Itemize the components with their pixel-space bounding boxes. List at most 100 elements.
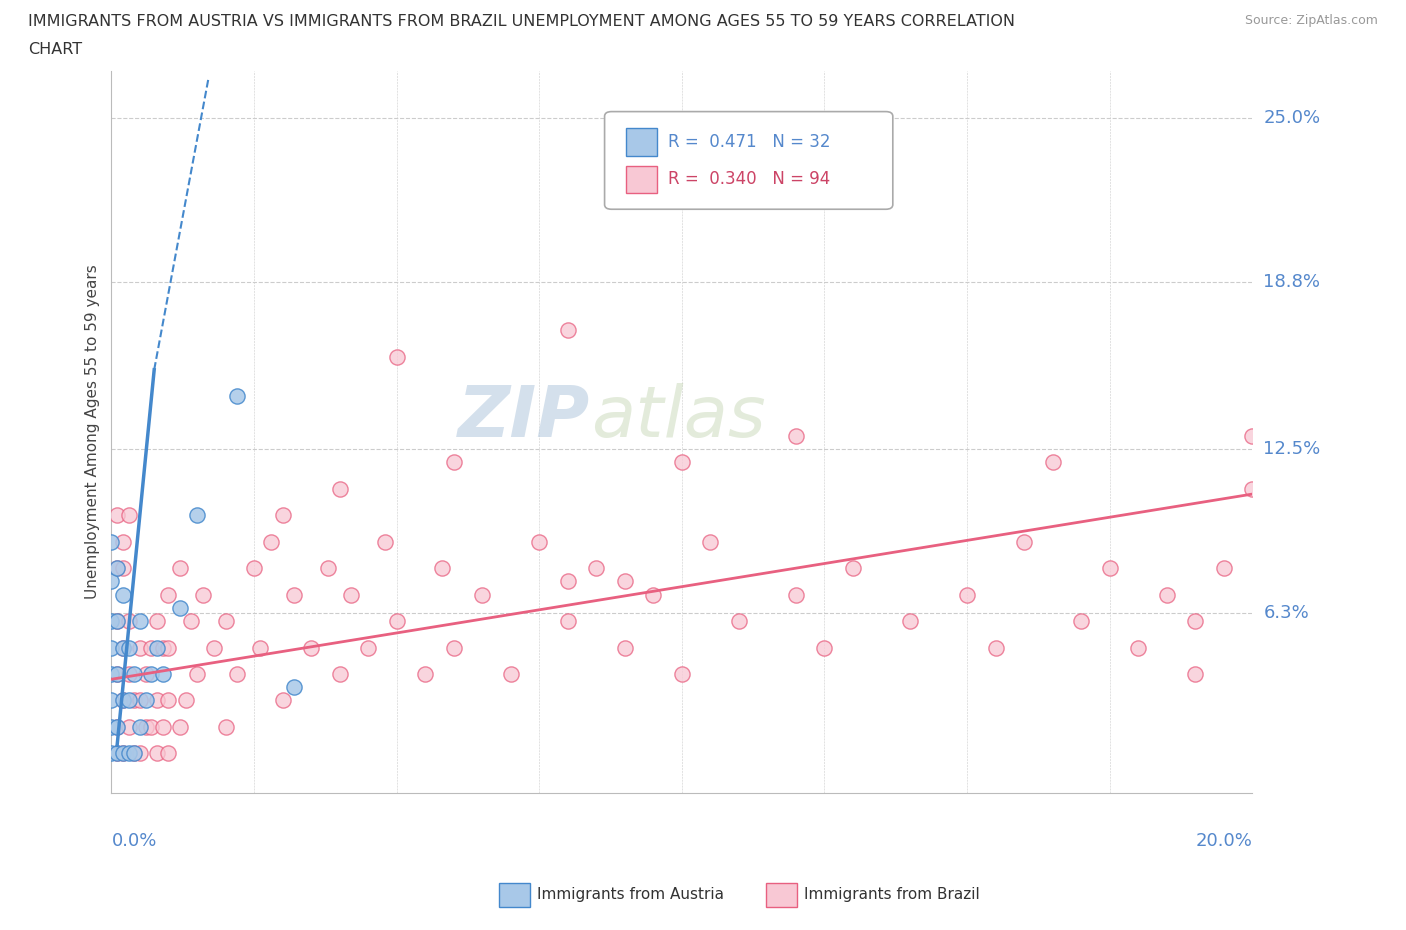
Text: 18.8%: 18.8% <box>1264 273 1320 291</box>
Text: 20.0%: 20.0% <box>1195 832 1253 850</box>
Point <box>157 587 180 602</box>
Point <box>1184 667 1206 682</box>
Point <box>385 614 408 629</box>
Point <box>186 667 208 682</box>
Point <box>984 640 1007 655</box>
Point <box>340 587 363 602</box>
Point <box>329 482 352 497</box>
Point <box>111 746 134 761</box>
Point <box>146 746 169 761</box>
Point <box>111 640 134 655</box>
Point <box>157 640 180 655</box>
Point <box>135 667 157 682</box>
Point <box>283 587 305 602</box>
Point <box>1042 455 1064 470</box>
Point <box>432 561 454 576</box>
Point <box>671 667 693 682</box>
Point <box>111 693 134 708</box>
Point <box>271 693 294 708</box>
Point <box>1098 561 1121 576</box>
Point <box>157 693 180 708</box>
Point <box>613 640 636 655</box>
Point <box>146 693 169 708</box>
Point <box>357 640 380 655</box>
Point <box>385 349 408 364</box>
Text: Immigrants from Austria: Immigrants from Austria <box>537 887 724 902</box>
Point <box>117 720 139 735</box>
Point <box>105 667 128 682</box>
Point <box>174 693 197 708</box>
Point <box>111 534 134 549</box>
Point <box>186 508 208 523</box>
Point <box>117 614 139 629</box>
Point <box>111 640 134 655</box>
Point <box>129 746 152 761</box>
Point <box>557 614 579 629</box>
Point <box>842 561 865 576</box>
Point <box>249 640 271 655</box>
Point <box>152 720 174 735</box>
Point <box>1012 534 1035 549</box>
Point <box>214 614 236 629</box>
Point <box>226 389 249 404</box>
Point <box>585 561 607 576</box>
Point <box>157 746 180 761</box>
Point <box>271 508 294 523</box>
Point <box>100 667 122 682</box>
Point <box>105 746 128 761</box>
Point <box>226 667 249 682</box>
Point <box>956 587 979 602</box>
Text: 6.3%: 6.3% <box>1264 604 1309 622</box>
Point <box>122 693 145 708</box>
Point <box>169 561 191 576</box>
Text: Source: ZipAtlas.com: Source: ZipAtlas.com <box>1244 14 1378 27</box>
Point <box>135 693 157 708</box>
Point <box>202 640 225 655</box>
Text: Immigrants from Brazil: Immigrants from Brazil <box>804 887 980 902</box>
Point <box>443 640 465 655</box>
Point <box>1241 482 1264 497</box>
Point <box>117 746 139 761</box>
Point <box>100 640 122 655</box>
Point <box>728 614 751 629</box>
Point <box>105 614 128 629</box>
Text: 25.0%: 25.0% <box>1264 110 1320 127</box>
Text: 0.0%: 0.0% <box>111 832 157 850</box>
Text: 12.5%: 12.5% <box>1264 440 1320 458</box>
Point <box>111 746 134 761</box>
Point <box>1184 614 1206 629</box>
Text: ZIP: ZIP <box>458 383 591 452</box>
Point <box>117 640 139 655</box>
Point <box>499 667 522 682</box>
Point <box>699 534 721 549</box>
Text: atlas: atlas <box>591 383 765 452</box>
Point <box>316 561 339 576</box>
Point <box>146 640 169 655</box>
Point <box>329 667 352 682</box>
Point <box>643 587 665 602</box>
Point <box>529 534 551 549</box>
Point <box>374 534 396 549</box>
Point <box>1128 640 1150 655</box>
Point <box>117 508 139 523</box>
Point <box>1212 561 1234 576</box>
Point <box>671 455 693 470</box>
Point <box>283 680 305 695</box>
Point <box>129 614 152 629</box>
Point <box>243 561 266 576</box>
Text: R =  0.471   N = 32: R = 0.471 N = 32 <box>668 133 831 152</box>
Point <box>299 640 322 655</box>
Point <box>105 508 128 523</box>
Point <box>100 574 122 589</box>
Point <box>557 574 579 589</box>
Point <box>129 693 152 708</box>
Point <box>129 640 152 655</box>
Point <box>813 640 835 655</box>
Point <box>135 720 157 735</box>
Point <box>214 720 236 735</box>
Point <box>141 667 163 682</box>
Point <box>169 720 191 735</box>
Point <box>100 746 122 761</box>
Point <box>111 693 134 708</box>
Point <box>105 720 128 735</box>
